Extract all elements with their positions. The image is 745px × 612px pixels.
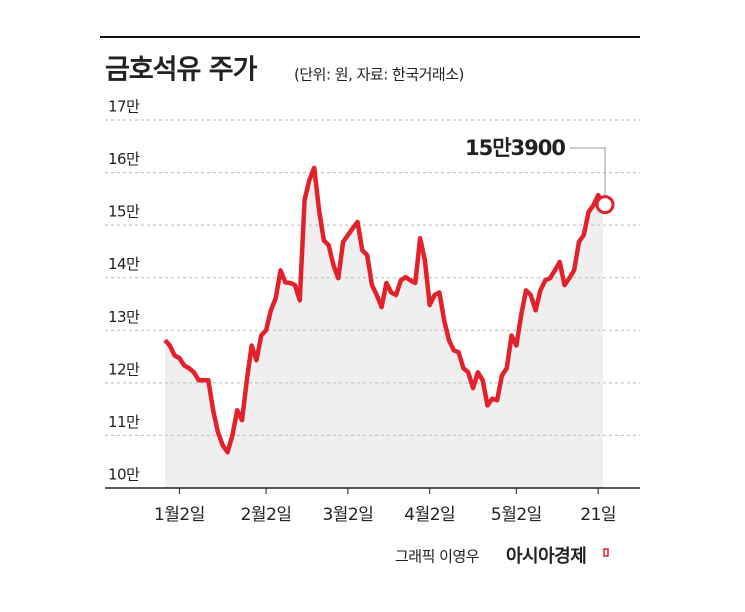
y-tick-label: 17만 <box>108 98 140 116</box>
y-tick-label: 13만 <box>108 308 140 326</box>
line <box>163 165 606 455</box>
x-tick-label: 5월2일 <box>491 505 542 525</box>
y-tick-label: 11만 <box>108 413 140 431</box>
x-tick-label: 2월2일 <box>241 505 292 525</box>
chart-subtitle: (단위: 원, 자료: 한국거래소) <box>294 66 464 84</box>
chart-title: 금호석유 주가 <box>105 55 258 86</box>
x-tick-label: 21일 <box>580 505 616 525</box>
y-tick-label: 12만 <box>108 360 140 378</box>
y-tick-label: 10만 <box>108 466 140 484</box>
end-marker <box>595 195 615 215</box>
x-tick-label: 3월2일 <box>322 505 373 525</box>
y-tick-label: 14만 <box>108 255 140 273</box>
x-tick-label: 1월2일 <box>154 505 205 525</box>
y-tick-label: 16만 <box>108 150 140 168</box>
leader-line <box>570 147 606 196</box>
annotation: 15만3900 <box>465 136 565 160</box>
x-tick-label: 4월2일 <box>404 505 455 525</box>
credit: 그래픽 이영우 <box>395 548 480 566</box>
y-tick-label: 15만 <box>108 203 140 221</box>
source: 아시아경제 <box>506 546 586 567</box>
logo-mark <box>603 548 609 557</box>
area <box>165 167 603 488</box>
